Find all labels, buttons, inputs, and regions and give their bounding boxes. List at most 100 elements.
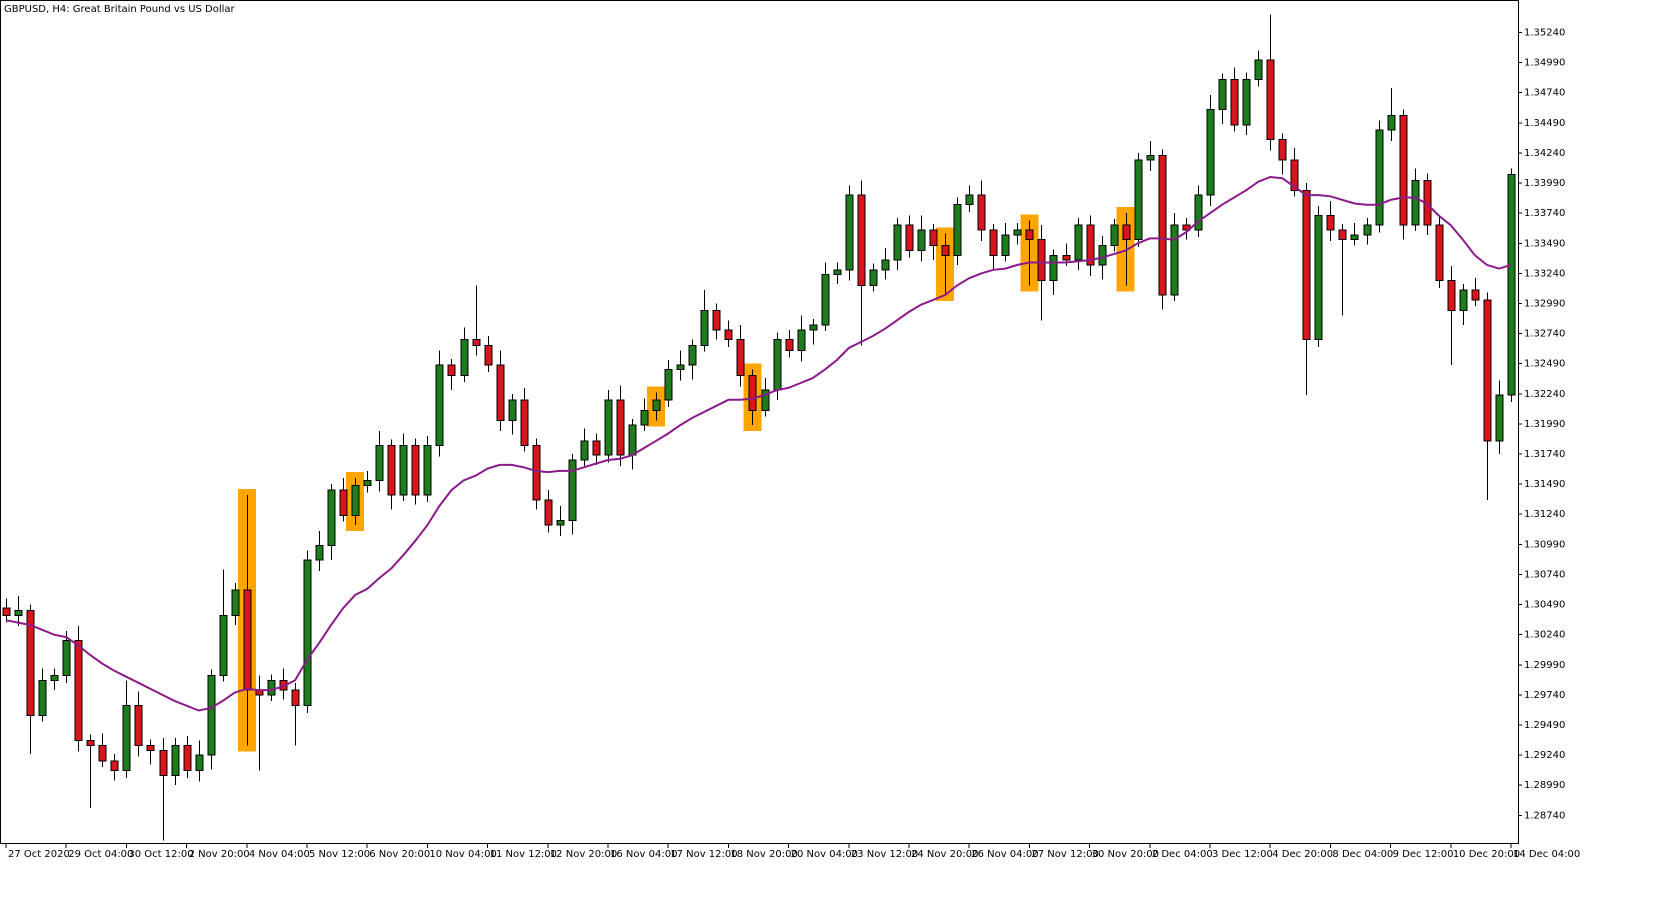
x-tick-label: 26 Nov 04:00 [971,849,1038,860]
y-tick-label: 1.34990 [1524,58,1565,69]
candle-body [303,559,312,707]
y-tick-label: 1.31740 [1524,449,1565,460]
candle-body [375,445,384,482]
y-tick-label: 1.33740 [1524,208,1565,219]
candle-body [315,545,324,561]
y-tick-label: 1.34490 [1524,118,1565,129]
candle-body [1146,154,1155,161]
candle-body [159,749,168,777]
candle-body [1074,224,1083,261]
candle-body [929,229,938,247]
candle-body [399,445,408,496]
candle-body [604,399,613,456]
candle-body [423,445,432,496]
candle-body [183,744,192,772]
candle-body [387,445,396,496]
candle-body [339,489,348,516]
candle-body [1254,59,1263,80]
candle-body [640,410,649,426]
x-tick-label: 27 Nov 12:00 [1031,849,1098,860]
x-tick-label: 17 Nov 12:00 [670,849,737,860]
y-tick-label: 1.29240 [1524,750,1565,761]
candle-body [736,339,745,377]
candle-body [688,345,697,366]
candle-body [977,194,986,231]
candle-body [508,399,517,421]
candle-body [724,329,733,341]
candle-body [1435,224,1444,282]
candle-body [1399,115,1408,226]
candle-body [1290,159,1299,191]
candle-body [905,224,914,251]
candle-body [1411,180,1420,226]
candle-body [1134,159,1143,241]
x-tick-label: 10 Nov 04:00 [429,849,496,860]
candle-body [50,675,59,681]
candle-body [1266,59,1275,141]
candle-body [833,269,842,276]
candle-body [62,640,71,677]
candle-body [1507,174,1516,396]
candle-body [1350,234,1359,241]
candle-body [1326,215,1335,231]
candle-body [472,339,481,347]
x-tick-label: 6 Nov 20:00 [369,849,430,860]
x-tick-label: 24 Nov 20:00 [911,849,978,860]
pattern-highlight [1116,207,1135,292]
y-tick-label: 1.32240 [1524,389,1565,400]
x-tick-label: 27 Oct 2020 [8,849,70,860]
y-tick-label: 1.34240 [1524,148,1565,159]
candle-body [1062,254,1071,261]
candle-body [965,194,974,206]
y-tick-label: 1.34740 [1524,88,1565,99]
candle-body [14,610,23,616]
x-tick-label: 2 Nov 20:00 [189,849,250,860]
candle-body [664,369,673,401]
candle-body [171,744,180,777]
candle-body [1086,224,1095,266]
candle-body [122,705,131,772]
candle-body [484,345,493,366]
candle-body [1278,139,1287,161]
candle-body [74,640,83,742]
candle-body [1338,229,1347,241]
candle-body [773,339,782,391]
candle-body [1001,234,1010,256]
x-tick-label: 30 Oct 12:00 [128,849,193,860]
candle-body [797,329,806,351]
x-tick-label: 8 Dec 04:00 [1332,849,1393,860]
candle-body [1158,154,1167,296]
candle-body [1170,224,1179,296]
candle-body [1013,229,1022,236]
x-tick-label: 30 Nov 20:00 [1092,849,1159,860]
candle-body [1471,289,1480,301]
y-tick-label: 1.28990 [1524,780,1565,791]
candle-body [363,480,372,486]
candle-body [98,744,107,762]
candle-body [1194,194,1203,231]
candle-body [1242,78,1251,126]
x-tick-label: 5 Nov 12:00 [309,849,370,860]
y-tick-label: 1.33240 [1524,268,1565,279]
x-tick-label: 9 Dec 12:00 [1393,849,1454,860]
candle-body [821,274,830,326]
candle-body [1314,215,1323,341]
x-tick-label: 18 Nov 20:00 [730,849,797,860]
x-tick-label: 12 Nov 20:00 [550,849,617,860]
y-tick-label: 1.32740 [1524,329,1565,340]
candle-body [195,754,204,772]
candle-body [243,589,252,691]
candle-body [893,224,902,261]
candle-body [1375,129,1384,226]
candle-body [1037,239,1046,282]
x-tick-label: 2 Dec 04:00 [1152,849,1213,860]
candle-body [207,675,216,756]
x-tick-label: 29 Oct 04:00 [68,849,133,860]
y-tick-label: 1.32490 [1524,359,1565,370]
candle-body [748,375,757,412]
candle-body [1483,299,1492,442]
candle-body [38,679,47,716]
candle-body [785,339,794,351]
candle-body [1447,280,1456,312]
